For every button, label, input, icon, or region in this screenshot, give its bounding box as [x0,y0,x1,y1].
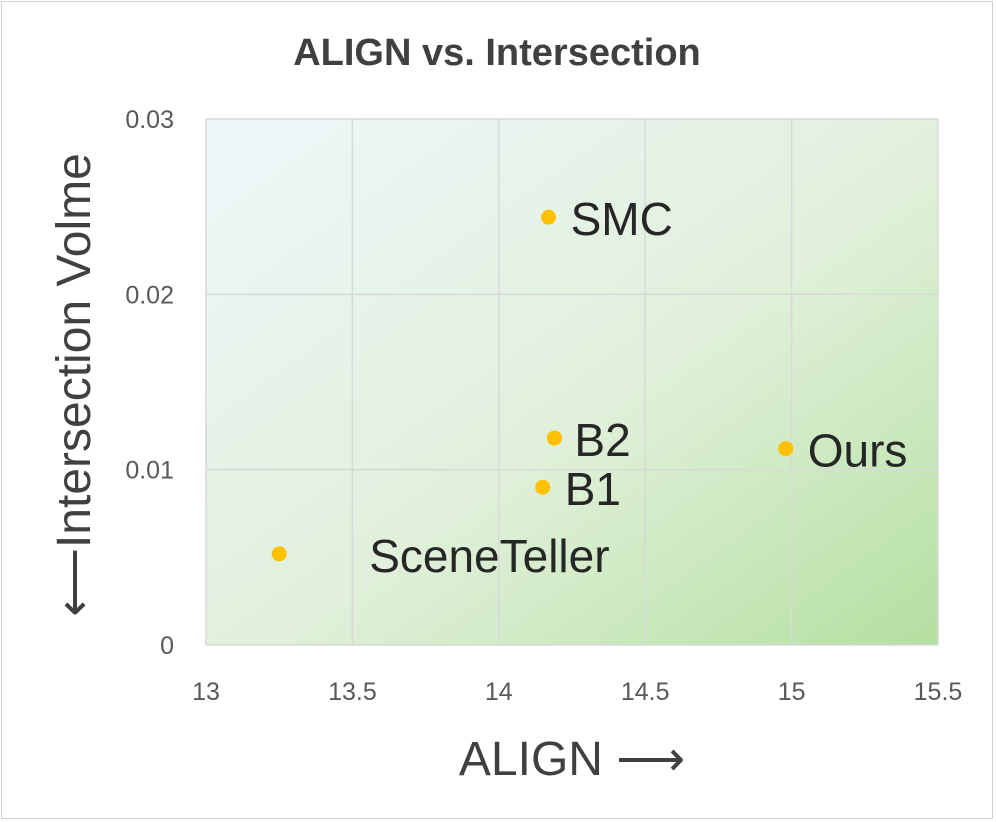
data-point [546,430,562,446]
x-tick-label: 13.5 [328,678,377,706]
y-tick-label: 0.03 [125,106,174,134]
grid-lines [205,118,939,646]
x-tick-label: 13 [192,678,220,706]
plot-area [206,119,938,645]
data-point-label: SceneTeller [369,530,609,582]
y-tick-label: 0.02 [125,281,174,309]
data-point [271,546,287,562]
chart-title: ALIGN vs. Intersection [293,32,701,74]
x-tick-label: 15 [778,678,806,706]
y-tick-label: 0 [160,632,174,660]
x-tick-label: 14 [485,678,513,706]
x-tick-label: 15.5 [914,678,963,706]
y-axis-label: ⟵Intersection Volme [48,153,101,617]
x-axis-label: ALIGN ⟶ [459,733,685,786]
data-point-label: Ours [808,425,908,477]
data-points: SMC B2 Ours B1 SceneTeller [271,193,908,582]
data-point-label: SMC [571,193,673,245]
x-tick-label: 14.5 [621,678,670,706]
data-point [541,209,557,225]
tick-labels: 13 13.5 14 14.5 15 15.5 0 0.01 0.02 0.03 [125,106,962,706]
data-point [535,479,551,495]
data-point-label: B1 [565,463,621,515]
data-point [778,441,794,457]
data-point-label: B2 [574,414,630,466]
y-tick-label: 0.01 [125,457,174,485]
